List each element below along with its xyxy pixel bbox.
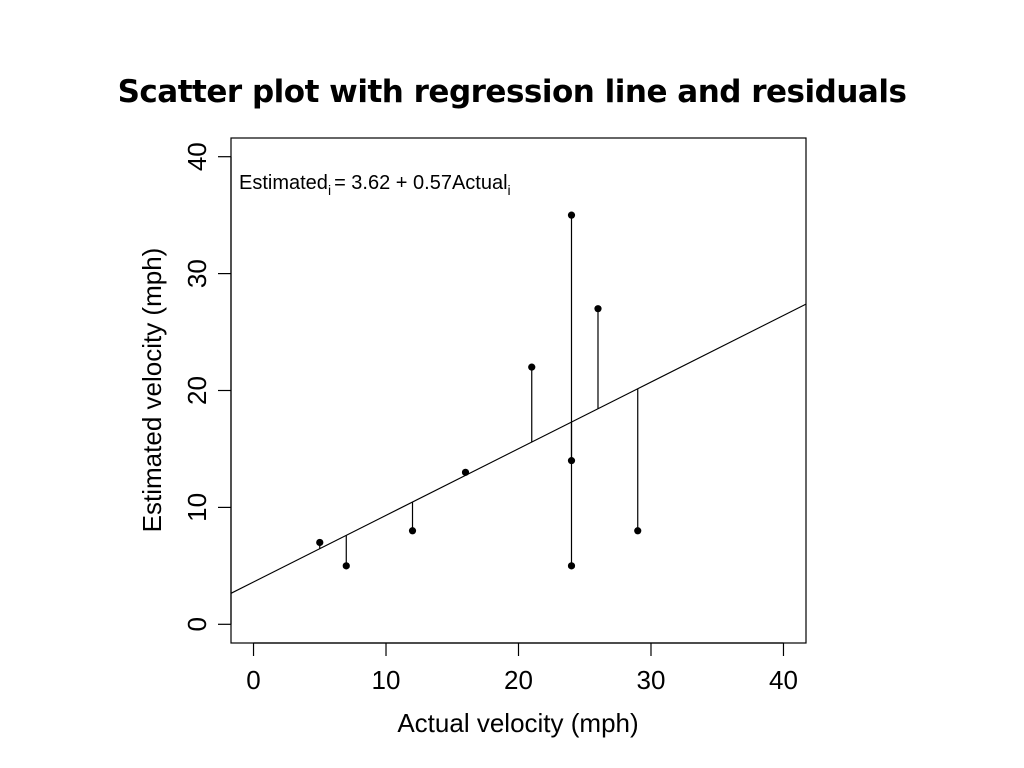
- regression-line: [231, 303, 806, 594]
- data-point-3: [461, 468, 470, 476]
- y-axis-label: Estimated velocity (mph): [137, 248, 167, 533]
- y-tick-label-40: 40: [182, 142, 212, 171]
- plot-area: [231, 211, 806, 594]
- y-tick-label-20: 20: [182, 376, 212, 405]
- data-point-2: [408, 527, 417, 535]
- x-tick-label-10: 10: [372, 665, 401, 695]
- data-point-8: [594, 305, 602, 313]
- data-point-7: [567, 562, 576, 570]
- x-tick-label-40: 40: [769, 665, 798, 695]
- data-point-9: [634, 527, 642, 535]
- x-tick-label-30: 30: [637, 665, 666, 695]
- residual-lines: [319, 215, 639, 566]
- y-tick-label-30: 30: [182, 259, 212, 288]
- equation-lhs-subscript: i: [328, 182, 331, 198]
- y-tick-label-10: 10: [182, 493, 212, 522]
- y-axis: 0 10 20 30 40: [182, 142, 232, 632]
- equation-lhs: Estimated: [239, 172, 328, 194]
- plot-frame: [230, 137, 807, 644]
- equation-rhs: = 3.62 + 0.57Actual: [334, 172, 507, 194]
- data-points: [316, 211, 642, 570]
- x-axis: 0 10 20 30 40: [246, 642, 798, 695]
- data-point-1: [342, 562, 350, 570]
- chart-title: Scatter plot with regression line and re…: [117, 74, 907, 110]
- x-tick-label-20: 20: [504, 665, 533, 695]
- data-point-5: [567, 211, 576, 219]
- x-axis-label: Actual velocity (mph): [397, 708, 638, 738]
- regression-equation: Estimatedi = 3.62 + 0.57Actuali: [239, 172, 511, 198]
- x-tick-label-0: 0: [246, 665, 260, 695]
- equation-rhs-subscript: i: [508, 182, 511, 198]
- data-point-0: [316, 538, 324, 547]
- y-tick-label-0: 0: [182, 617, 212, 631]
- data-point-4: [528, 363, 536, 371]
- data-point-6: [567, 457, 576, 465]
